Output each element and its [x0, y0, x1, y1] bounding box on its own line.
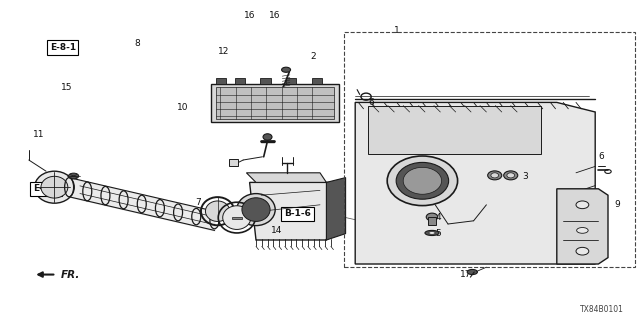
Ellipse shape: [576, 201, 589, 209]
Bar: [260, 78, 271, 84]
Bar: [286, 78, 296, 84]
Bar: [211, 84, 339, 122]
Text: 6: 6: [369, 98, 374, 107]
Text: 16: 16: [269, 11, 281, 20]
Ellipse shape: [507, 173, 515, 178]
Text: 17: 17: [460, 270, 472, 279]
Ellipse shape: [35, 171, 74, 203]
Ellipse shape: [237, 194, 275, 226]
Ellipse shape: [403, 167, 442, 194]
Text: 5: 5: [436, 229, 441, 238]
Polygon shape: [326, 178, 346, 240]
Ellipse shape: [425, 230, 439, 236]
Text: TX84B0101: TX84B0101: [580, 305, 624, 314]
Ellipse shape: [429, 232, 435, 234]
Text: B-1-6: B-1-6: [284, 209, 311, 218]
Text: 9: 9: [615, 200, 620, 209]
Text: E-8-1: E-8-1: [50, 43, 76, 52]
Polygon shape: [246, 173, 326, 182]
Ellipse shape: [242, 198, 270, 221]
Bar: [428, 217, 436, 225]
Ellipse shape: [426, 213, 438, 221]
Ellipse shape: [576, 247, 589, 255]
Text: 15: 15: [61, 83, 73, 92]
Text: 13: 13: [223, 89, 235, 98]
Ellipse shape: [223, 206, 251, 229]
Polygon shape: [355, 102, 595, 264]
Ellipse shape: [504, 171, 518, 180]
Text: 6: 6: [599, 152, 604, 161]
Ellipse shape: [205, 201, 230, 221]
Bar: [216, 87, 334, 119]
Ellipse shape: [387, 156, 458, 206]
Ellipse shape: [488, 171, 502, 180]
Text: FR.: FR.: [61, 269, 80, 280]
Ellipse shape: [68, 173, 79, 179]
Text: 3: 3: [506, 172, 511, 181]
Text: 3: 3: [522, 172, 527, 181]
Bar: [232, 217, 242, 219]
Text: 14: 14: [271, 226, 282, 235]
Text: 16: 16: [244, 11, 255, 20]
Text: 4: 4: [436, 213, 441, 222]
Text: E-1-1: E-1-1: [33, 184, 59, 193]
Ellipse shape: [577, 228, 588, 233]
Polygon shape: [250, 182, 336, 240]
Bar: [344, 32, 635, 267]
Text: 8: 8: [135, 39, 140, 48]
Ellipse shape: [263, 134, 272, 140]
Bar: [312, 78, 322, 84]
Text: 10: 10: [177, 103, 188, 112]
Bar: [368, 106, 541, 154]
Text: 1: 1: [394, 26, 399, 35]
Ellipse shape: [396, 163, 449, 199]
Ellipse shape: [491, 173, 499, 178]
Bar: [235, 78, 245, 84]
Ellipse shape: [282, 67, 291, 72]
Bar: [216, 78, 226, 84]
Polygon shape: [557, 189, 608, 264]
Text: 7: 7: [196, 198, 201, 207]
Ellipse shape: [467, 269, 477, 275]
Text: 11: 11: [33, 130, 44, 139]
Ellipse shape: [41, 176, 68, 198]
Bar: [229, 159, 238, 166]
Text: 12: 12: [218, 47, 230, 56]
Text: 2: 2: [311, 52, 316, 61]
